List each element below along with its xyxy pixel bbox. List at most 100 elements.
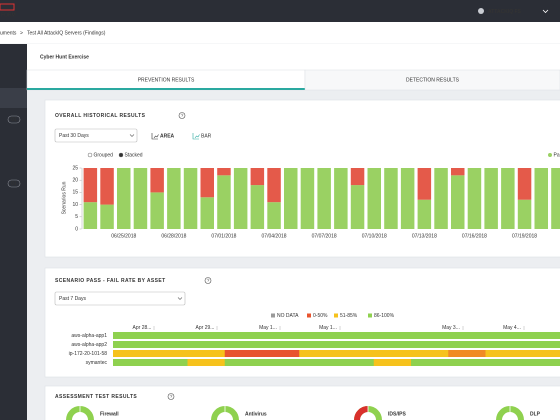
bar-segment — [250, 168, 265, 186]
dropdown-value: Past 30 Days — [59, 133, 89, 139]
heat-cell — [150, 332, 188, 339]
help-glyph — [169, 394, 173, 398]
heat-cell — [299, 359, 337, 366]
heat-cell — [411, 332, 449, 339]
view-toggle[interactable]: AREA — [160, 133, 175, 139]
bar-segment — [150, 168, 164, 193]
bar-segment — [150, 192, 164, 229]
row-label: symantec — [86, 360, 108, 366]
badge — [7, 179, 21, 188]
row-label: aws-alpha-app2 — [71, 342, 107, 348]
panel-title: OVERALL HISTORICAL RESULTS — [55, 113, 146, 119]
bar-segment — [267, 202, 281, 229]
heat-cell — [187, 350, 226, 357]
bar-chart: 0 5 10 15 20 25 Scenarios Run 06/25/2018 06/28/2… — [61, 153, 560, 239]
page-header — [27, 44, 560, 70]
logo-mark — [0, 3, 15, 11]
tab-label[interactable]: DETECTION RESULTS — [406, 77, 460, 83]
heat-cell — [373, 341, 412, 348]
y-tick-label: 5 — [75, 214, 78, 220]
user-menu[interactable]: ATTACKIQ FS — [488, 9, 522, 15]
legend-label: Pa — [554, 153, 560, 159]
heat-cell — [299, 350, 337, 357]
radio[interactable] — [118, 152, 124, 158]
x-tick-label: 07/04/2018 — [262, 233, 287, 239]
row-label: ip-172-20-101-58 — [69, 351, 108, 357]
x-tick-label: 07/10/2018 — [362, 233, 387, 239]
y-tick-label: 10 — [72, 202, 78, 208]
dropdown[interactable] — [54, 291, 186, 306]
legend-label: 51-85% — [340, 313, 358, 319]
bar-segment — [100, 204, 114, 229]
help-icon[interactable] — [178, 112, 186, 119]
heat-cell — [485, 359, 524, 366]
bar-segment — [517, 168, 532, 200]
heat-cell — [485, 332, 524, 339]
heat-cell — [150, 359, 188, 366]
heat-cell — [262, 359, 300, 366]
heat-cell — [373, 350, 412, 357]
bar-segment — [117, 168, 131, 229]
breadcrumb-link[interactable]: uments — [0, 30, 17, 36]
heat-cell — [150, 341, 188, 348]
card-title[interactable]: Firewall — [100, 411, 119, 417]
x-tick-label: 07/13/2018 — [412, 233, 437, 239]
tab[interactable] — [304, 69, 560, 91]
view-icon — [151, 133, 159, 140]
panel-title: ASSESSMENT TEST RESULTS — [55, 394, 137, 400]
y-tick-label: 25 — [72, 165, 78, 171]
heat-cell — [262, 341, 300, 348]
radio-label[interactable]: Stacked — [125, 153, 143, 159]
heat-cell — [187, 359, 226, 366]
legend-swatch — [271, 313, 275, 318]
dropdown-value: Past 7 Days — [59, 296, 86, 302]
view-toggle[interactable]: BAR — [201, 133, 212, 139]
help-icon[interactable] — [167, 393, 175, 400]
bar-segment — [83, 202, 98, 229]
card-title[interactable]: IDS/IPS — [388, 411, 406, 417]
x-tick-label: 07/16/2018 — [462, 233, 487, 239]
panel — [44, 267, 560, 378]
time-label: Apr 28... — [133, 325, 152, 331]
card-title[interactable]: DLP — [530, 411, 541, 417]
bar-segment — [83, 168, 98, 203]
bar-segment — [217, 168, 231, 176]
caret — [129, 134, 135, 137]
breadcrumb-current: Test All AttackIQ Servers (Findings) — [27, 30, 106, 36]
y-tick-label: 15 — [72, 190, 78, 196]
heat-cell — [448, 350, 486, 357]
help-icon[interactable] — [204, 277, 212, 284]
x-tick-label: 06/25/2018 — [111, 233, 136, 239]
row-label: aws-alpha-app1 — [71, 333, 107, 339]
top-bar — [0, 0, 560, 22]
bar-segment — [534, 168, 548, 229]
heat-cell — [522, 332, 560, 339]
card-title[interactable]: Antivirus — [245, 411, 267, 417]
heat-cell — [485, 341, 524, 348]
heat-cell — [262, 332, 300, 339]
heat-cell — [262, 350, 300, 357]
heat-cell — [187, 332, 226, 339]
bar-segment — [417, 168, 432, 200]
bar-segment — [501, 168, 515, 229]
bar-segment — [100, 168, 114, 205]
heat-cell — [150, 350, 188, 357]
heat-cell — [411, 350, 449, 357]
page-title: Cyber Hunt Exercise — [40, 54, 89, 60]
radio[interactable] — [87, 152, 93, 158]
radio-label[interactable]: Grouped — [94, 153, 114, 159]
bar-segment — [350, 185, 365, 229]
panel — [44, 385, 560, 420]
bar-segment — [133, 168, 148, 229]
badge-text: 01 — [11, 117, 17, 123]
tab-label[interactable]: PREVENTION RESULTS — [138, 77, 195, 83]
dropdown[interactable] — [54, 128, 138, 143]
sidebar-active — [0, 88, 27, 108]
heat-cell — [113, 359, 151, 366]
heat-cell — [373, 359, 412, 366]
heat-cell — [224, 350, 263, 357]
bar-segment — [200, 197, 214, 229]
legend-swatch — [307, 313, 311, 318]
y-axis-label: Scenarios Run — [61, 181, 67, 214]
